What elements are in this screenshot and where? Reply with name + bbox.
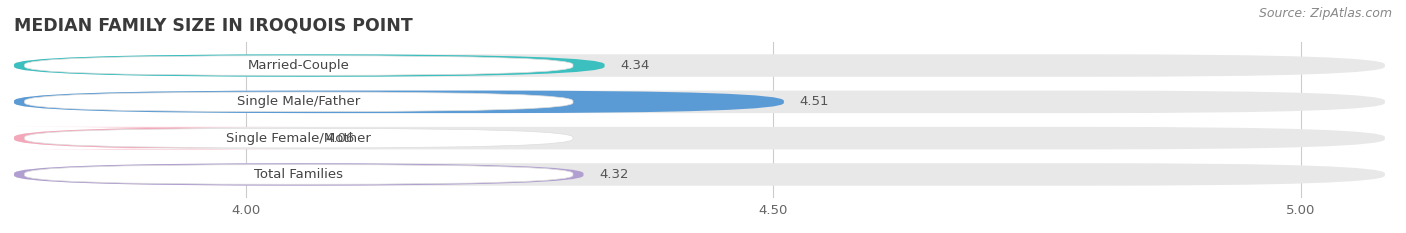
FancyBboxPatch shape xyxy=(14,163,583,186)
FancyBboxPatch shape xyxy=(14,54,605,77)
Text: 4.34: 4.34 xyxy=(620,59,650,72)
FancyBboxPatch shape xyxy=(25,56,572,75)
FancyBboxPatch shape xyxy=(14,54,1385,77)
Text: 4.51: 4.51 xyxy=(800,95,830,108)
Text: Single Female/Mother: Single Female/Mother xyxy=(226,132,371,145)
FancyBboxPatch shape xyxy=(25,165,572,184)
Text: Married-Couple: Married-Couple xyxy=(247,59,350,72)
Text: MEDIAN FAMILY SIZE IN IROQUOIS POINT: MEDIAN FAMILY SIZE IN IROQUOIS POINT xyxy=(14,17,413,35)
FancyBboxPatch shape xyxy=(14,91,1385,113)
FancyBboxPatch shape xyxy=(25,92,572,112)
Text: Source: ZipAtlas.com: Source: ZipAtlas.com xyxy=(1258,7,1392,20)
FancyBboxPatch shape xyxy=(14,91,785,113)
FancyBboxPatch shape xyxy=(14,127,1385,149)
Text: Total Families: Total Families xyxy=(254,168,343,181)
Text: 4.32: 4.32 xyxy=(599,168,628,181)
Text: 4.06: 4.06 xyxy=(325,132,354,145)
FancyBboxPatch shape xyxy=(14,127,309,149)
Text: Single Male/Father: Single Male/Father xyxy=(238,95,360,108)
FancyBboxPatch shape xyxy=(14,163,1385,186)
FancyBboxPatch shape xyxy=(25,128,572,148)
